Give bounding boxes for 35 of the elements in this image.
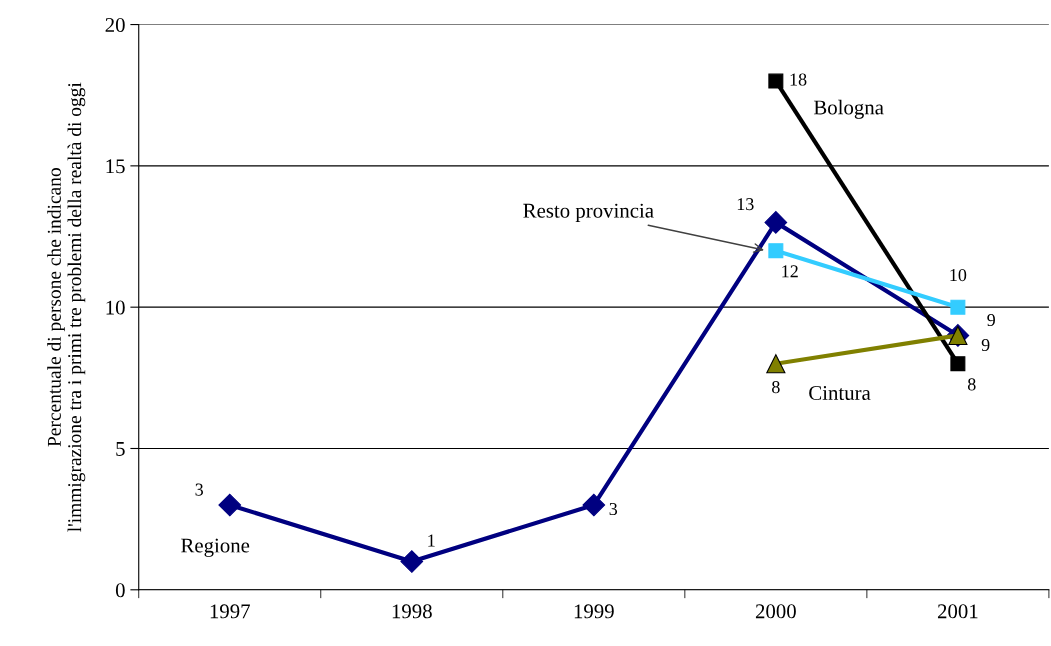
- x-tick-label: 2000: [755, 604, 796, 619]
- series-label: Bologna: [813, 99, 884, 119]
- data-label: 9: [987, 313, 995, 327]
- x-tick-label: 1999: [574, 604, 614, 619]
- data-label: 3: [195, 483, 203, 496]
- point: [764, 211, 788, 234]
- point: [768, 243, 784, 259]
- point: [768, 73, 784, 89]
- data-label: 8: [772, 381, 780, 394]
- data-label: 12: [782, 265, 798, 278]
- series-label: Cintura: [809, 386, 871, 400]
- text: Resto provincia: [523, 203, 654, 222]
- data-label: 9: [981, 338, 990, 352]
- point: [950, 299, 966, 315]
- point: [950, 356, 966, 372]
- data-label: 1: [428, 534, 435, 547]
- data-label: 8: [967, 378, 976, 391]
- y-tick-label: 10: [106, 300, 125, 315]
- x-tick-label: 1998: [392, 604, 432, 619]
- point: [582, 493, 606, 517]
- y-axis-title: Percentuale di persone che indicano l'immigrazione tra i primi tre problemi della realtà di oggi: [47, 82, 86, 532]
- series-label: Regione: [181, 538, 250, 557]
- y-tick-label: 15: [106, 159, 125, 174]
- point: [400, 550, 424, 573]
- data-label: 18: [790, 73, 807, 86]
- data-label: 3: [609, 502, 618, 516]
- x-tick-label: 1997: [210, 604, 250, 619]
- point: [218, 493, 242, 517]
- point: [766, 354, 786, 374]
- data-label: 13: [737, 198, 754, 211]
- y-tick-label: 0: [115, 583, 125, 598]
- x-tick-label: 2001: [937, 604, 978, 619]
- y-tick-label: 20: [105, 17, 125, 32]
- y-tick-label: 5: [116, 442, 125, 456]
- data-label: 10: [950, 268, 967, 282]
